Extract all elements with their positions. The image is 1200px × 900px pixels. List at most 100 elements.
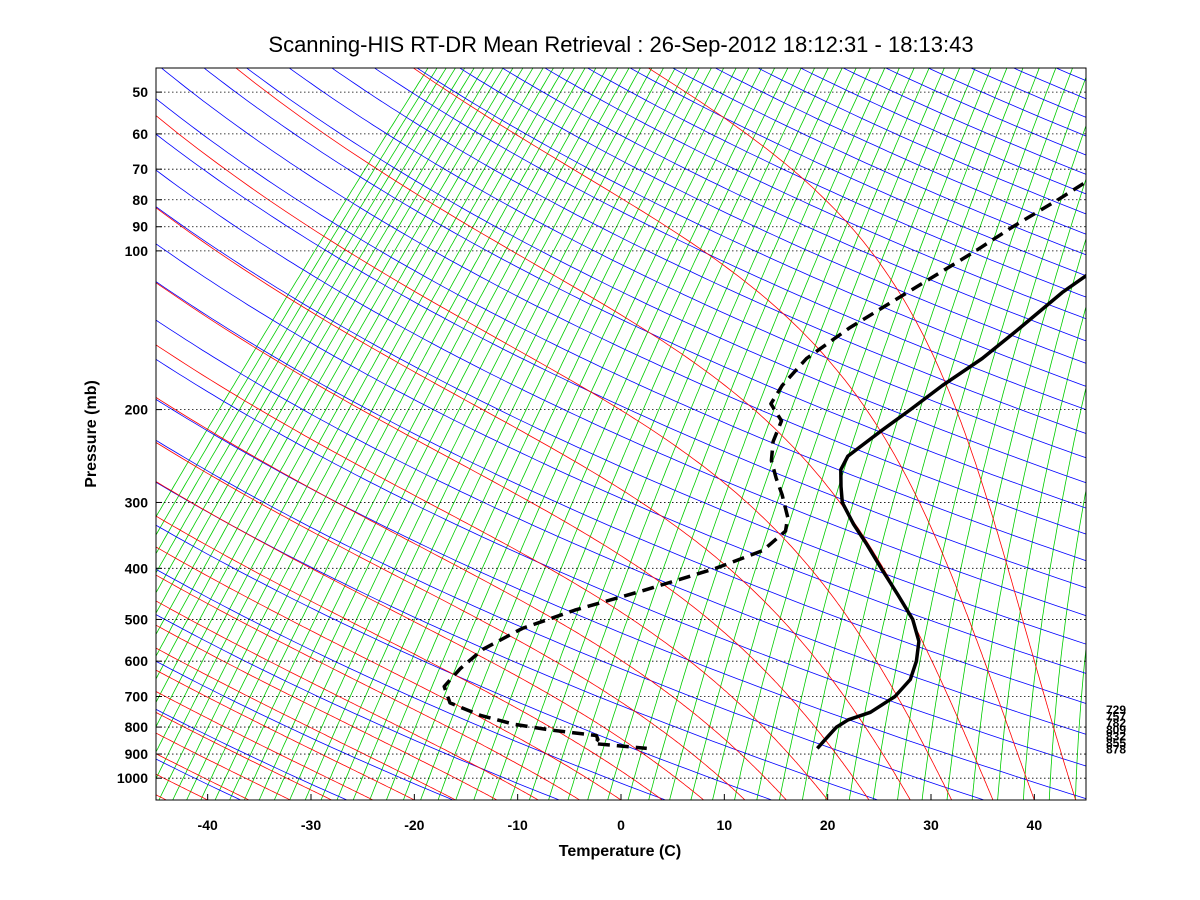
dry-adiabat-28 — [629, 68, 1086, 277]
moist-adiabat-4 — [156, 711, 332, 800]
mixing-ratio-line-38 — [567, 68, 857, 800]
x-tick-label--40: -40 — [198, 817, 218, 833]
dry-adiabat-24 — [458, 68, 1086, 364]
mixing-ratio-line-13 — [158, 68, 554, 800]
dry-adiabat-29 — [671, 68, 1086, 256]
dry-adiabat-3 — [156, 614, 560, 800]
mixing-ratio-line-42 — [648, 68, 915, 800]
dry-adiabat-22 — [373, 68, 1086, 411]
mixing-ratio-line-21 — [273, 68, 641, 800]
dry-adiabat-25 — [501, 68, 1086, 342]
mixing-ratio-line-15 — [186, 68, 575, 800]
moist-adiabat-17 — [156, 282, 870, 800]
mixing-ratio-line-3 — [156, 68, 456, 574]
moist-adiabat-10 — [156, 574, 580, 800]
x-tick-label-10: 10 — [717, 817, 733, 833]
mixing-ratio-line-0 — [156, 68, 429, 518]
y-axis-ticks: 50 60 70 80 90 100 200 300 400 500 600 700 800 900 100… — [117, 84, 162, 786]
mixing-ratio-line-20 — [258, 68, 630, 800]
series-dewpoint-line — [442, 179, 1086, 751]
dry-adiabat-9 — [156, 358, 1086, 767]
mixing-ratio-line-37 — [548, 68, 843, 800]
mixing-ratio-line-30 — [420, 68, 750, 800]
mixing-ratio-line-10 — [156, 68, 524, 728]
dry-adiabat-10 — [156, 319, 1086, 735]
moist-adiabat-7 — [156, 647, 456, 800]
mixing-ratio-line-59 — [1048, 487, 1086, 800]
side-label-782: 782 — [1106, 716, 1126, 730]
mixing-ratio-line-29 — [403, 68, 737, 800]
dry-adiabat-31 — [757, 68, 1086, 215]
x-tick-label--20: -20 — [404, 817, 424, 833]
side-label-809: 809 — [1106, 723, 1126, 737]
moist-adiabat-20 — [235, 68, 994, 800]
x-tick-label--30: -30 — [301, 817, 321, 833]
mixing-ratio-line-52 — [872, 68, 1073, 800]
dry-adiabat-7 — [156, 439, 985, 800]
y-tick-label-900: 900 — [125, 746, 149, 762]
y-tick-label-300: 300 — [125, 494, 149, 510]
dry-adiabat-23 — [416, 68, 1086, 387]
profile-series — [442, 179, 1086, 751]
mixing-ratio-line-26 — [352, 68, 700, 800]
mixing-ratio-line-6 — [156, 68, 485, 636]
mixing-ratio-line-25 — [336, 68, 688, 800]
moist-adiabat-3 — [156, 732, 291, 800]
y-axis-title: Pressure (mb) — [83, 380, 100, 488]
y-tick-label-1000: 1000 — [117, 770, 148, 786]
mixing-ratio-line-60 — [1075, 644, 1086, 800]
moist-adiabat-22 — [647, 68, 1077, 800]
dry-adiabat-13 — [156, 206, 1086, 645]
mixing-ratio-line-12 — [156, 68, 544, 780]
dry-adiabat-11 — [156, 281, 1086, 704]
mixing-ratio-line-48 — [779, 68, 1008, 800]
side-label-757: 757 — [1106, 710, 1126, 724]
mixing-ratio-line-24 — [320, 68, 676, 800]
moist-adiabat-18 — [156, 207, 911, 800]
moist-adiabat-6 — [156, 669, 415, 800]
mixing-ratio-line-44 — [690, 68, 945, 800]
y-tick-label-600: 600 — [125, 653, 149, 669]
mixing-ratio-line-53 — [897, 76, 1086, 800]
x-tick-label-30: 30 — [923, 817, 939, 833]
mixing-ratio-line-8 — [156, 68, 504, 680]
mixing-ratio-line-39 — [587, 68, 871, 800]
background-lines — [156, 68, 1086, 800]
dry-adiabat-20 — [288, 68, 1086, 459]
dry-adiabat-16 — [156, 98, 1086, 562]
series-temperature-line — [815, 273, 1086, 750]
x-axis-ticks: -40 -30 -20 -10 0 10 20 30 40 — [198, 794, 1043, 833]
y-tick-label-90: 90 — [132, 219, 148, 235]
moist-adiabat-15 — [156, 396, 787, 800]
y-tick-label-800: 800 — [125, 719, 149, 735]
mixing-ratio-line-22 — [289, 68, 653, 800]
dry-adiabat-6 — [156, 481, 878, 800]
x-tick-label-40: 40 — [1027, 817, 1043, 833]
dry-adiabat-14 — [156, 169, 1086, 617]
side-label-729: 729 — [1106, 703, 1126, 717]
mixing-ratio-line-32 — [455, 68, 776, 800]
dry-adiabat-21 — [331, 68, 1086, 434]
x-tick-label-0: 0 — [617, 817, 625, 833]
mixing-ratio-line-56 — [971, 237, 1086, 800]
x-axis-title: Temperature (C) — [559, 843, 681, 860]
dry-adiabat-4 — [156, 568, 666, 800]
mixing-ratio-line-49 — [802, 68, 1024, 800]
moist-adiabat-11 — [156, 546, 622, 800]
side-label-878: 878 — [1106, 743, 1126, 757]
moist-adiabat-5 — [156, 691, 374, 800]
mixing-ratio-line-31 — [437, 68, 763, 800]
side-label-832: 832 — [1106, 729, 1126, 743]
mixing-ratio-line-57 — [997, 305, 1086, 800]
side-label-855: 855 — [1106, 736, 1126, 750]
chart-title: Scanning-HIS RT-DR Mean Retrieval : 26-S… — [268, 32, 973, 57]
x-tick-label--10: -10 — [508, 817, 528, 833]
mixing-ratio-line-41 — [627, 68, 900, 800]
mixing-ratio-line-50 — [825, 68, 1040, 800]
dry-adiabat-19 — [246, 68, 1086, 484]
mixing-ratio-line-7 — [156, 68, 494, 658]
x-tick-label-20: 20 — [820, 817, 836, 833]
y-tick-label-700: 700 — [125, 688, 149, 704]
